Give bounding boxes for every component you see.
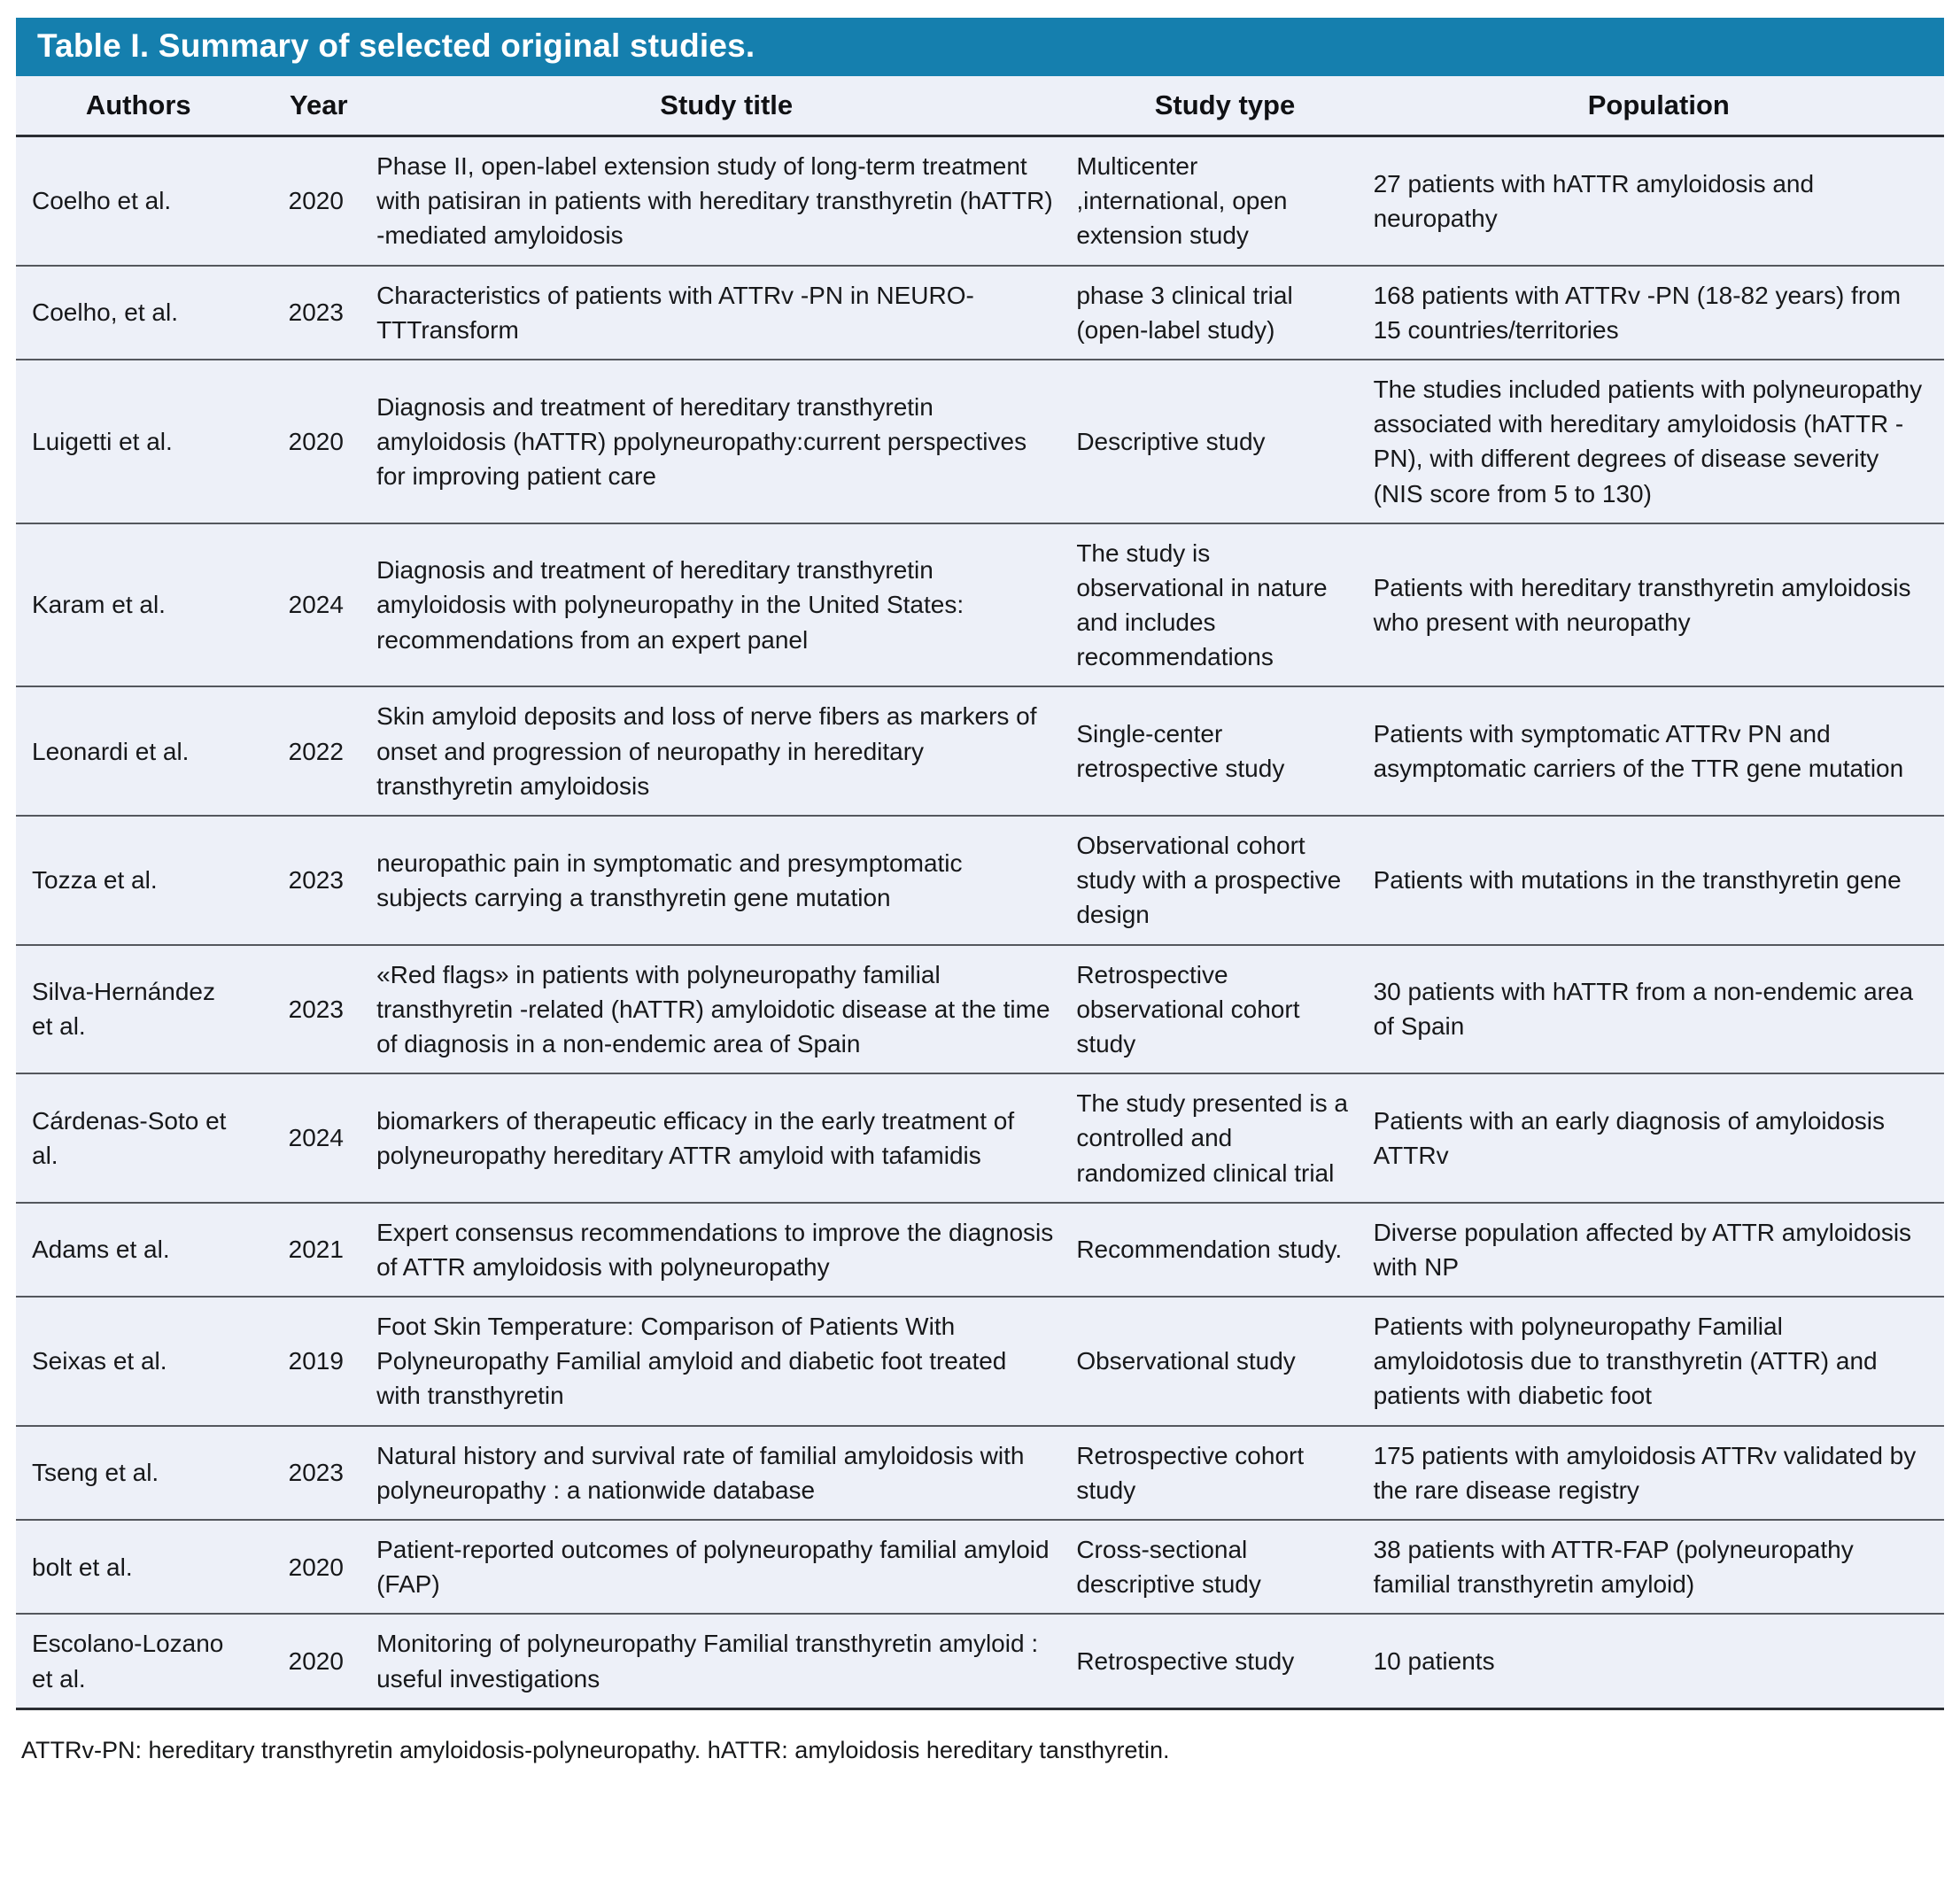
- study-type-cell: Retrospective study: [1076, 1614, 1374, 1710]
- authors-cell: Coelho et al.: [16, 136, 261, 267]
- year-cell: 2020: [260, 136, 377, 267]
- study-type-cell: Descriptive study: [1076, 359, 1374, 524]
- table-row: Coelho, et al. 2023 Characteristics of p…: [16, 265, 1944, 360]
- study-title-cell: neuropathic pain in symptomatic and pres…: [376, 816, 1077, 946]
- population-cell: 38 patients with ATTR-FAP (polyneuropath…: [1373, 1520, 1944, 1615]
- authors-cell: Cárdenas-Soto et al.: [16, 1073, 261, 1204]
- column-header-population: Population: [1373, 76, 1944, 137]
- table-row: bolt et al. 2020 Patient-reported outcom…: [16, 1520, 1944, 1615]
- table-row: Tseng et al. 2023 Natural history and su…: [16, 1425, 1944, 1522]
- table-row: Seixas et al. 2019 Foot Skin Temperature…: [16, 1297, 1944, 1427]
- year-cell: 2022: [260, 686, 377, 817]
- study-type-cell: Single-center retrospective study: [1076, 686, 1374, 817]
- table-header-row: Authors Year Study title Study type Popu…: [16, 76, 1944, 137]
- year-cell: 2024: [260, 523, 377, 688]
- population-cell: 175 patients with amyloidosis ATTRv vali…: [1373, 1425, 1944, 1522]
- table-row: Adams et al. 2021 Expert consensus recom…: [16, 1202, 1944, 1298]
- study-title-cell: Diagnosis and treatment of hereditary tr…: [376, 523, 1077, 688]
- authors-cell: Tseng et al.: [16, 1425, 261, 1522]
- year-cell: 2024: [260, 1073, 377, 1204]
- table-title: Table I. Summary of selected original st…: [16, 18, 1944, 76]
- population-cell: Patients with symptomatic ATTRv PN and a…: [1373, 686, 1944, 817]
- population-cell: 10 patients: [1373, 1614, 1944, 1710]
- year-cell: 2023: [260, 265, 377, 360]
- table-row: Coelho et al. 2020 Phase II, open-label …: [16, 136, 1944, 267]
- population-cell: Patients with an early diagnosis of amyl…: [1373, 1073, 1944, 1204]
- study-title-cell: Monitoring of polyneuropathy Familial tr…: [376, 1614, 1077, 1710]
- authors-cell: Adams et al.: [16, 1202, 261, 1298]
- year-cell: 2019: [260, 1297, 377, 1427]
- year-cell: 2020: [260, 359, 377, 524]
- study-title-cell: biomarkers of therapeutic efficacy in th…: [376, 1073, 1077, 1204]
- population-cell: 27 patients with hATTR amyloidosis and n…: [1373, 136, 1944, 267]
- table-figure: Table I. Summary of selected original st…: [16, 18, 1944, 1782]
- study-title-cell: Natural history and survival rate of fam…: [376, 1425, 1077, 1522]
- study-type-cell: Multicenter ,international, open extensi…: [1076, 136, 1374, 267]
- year-cell: 2023: [260, 944, 377, 1075]
- column-header-study-title: Study title: [376, 76, 1077, 137]
- authors-cell: Seixas et al.: [16, 1297, 261, 1427]
- population-cell: Patients with mutations in the transthyr…: [1373, 816, 1944, 946]
- study-type-cell: Observational cohort study with a prospe…: [1076, 816, 1374, 946]
- study-type-cell: phase 3 clinical trial (open-label study…: [1076, 265, 1374, 360]
- study-type-cell: The study is observational in nature and…: [1076, 523, 1374, 688]
- population-cell: 168 patients with ATTRv -PN (18-82 years…: [1373, 265, 1944, 360]
- year-cell: 2023: [260, 816, 377, 946]
- year-cell: 2020: [260, 1520, 377, 1615]
- study-title-cell: Skin amyloid deposits and loss of nerve …: [376, 686, 1077, 817]
- population-cell: Patients with hereditary transthyretin a…: [1373, 523, 1944, 688]
- table-row: Silva-Hernández et al. 2023 «Red flags» …: [16, 944, 1944, 1075]
- population-cell: Diverse population affected by ATTR amyl…: [1373, 1202, 1944, 1298]
- table-row: Karam et al. 2024 Diagnosis and treatmen…: [16, 523, 1944, 688]
- study-type-cell: Cross-sectional descriptive study: [1076, 1520, 1374, 1615]
- table-row: Luigetti et al. 2020 Diagnosis and treat…: [16, 359, 1944, 524]
- population-cell: Patients with polyneuropathy Familial am…: [1373, 1297, 1944, 1427]
- authors-cell: Silva-Hernández et al.: [16, 944, 261, 1075]
- column-header-authors: Authors: [16, 76, 261, 137]
- table-row: Cárdenas-Soto et al. 2024 biomarkers of …: [16, 1073, 1944, 1204]
- study-type-cell: The study presented is a controlled and …: [1076, 1073, 1374, 1204]
- study-title-cell: Foot Skin Temperature: Comparison of Pat…: [376, 1297, 1077, 1427]
- study-type-cell: Retrospective cohort study: [1076, 1425, 1374, 1522]
- population-cell: 30 patients with hATTR from a non-endemi…: [1373, 944, 1944, 1075]
- studies-table: Authors Year Study title Study type Popu…: [16, 76, 1944, 1710]
- authors-cell: Escolano-Lozano et al.: [16, 1614, 261, 1710]
- table-footnote: ATTRv-PN: hereditary transthyretin amylo…: [16, 1709, 1944, 1782]
- study-type-cell: Retrospective observational cohort study: [1076, 944, 1374, 1075]
- authors-cell: Leonardi et al.: [16, 686, 261, 817]
- authors-cell: Tozza et al.: [16, 816, 261, 946]
- year-cell: 2023: [260, 1425, 377, 1522]
- study-title-cell: Patient-reported outcomes of polyneuropa…: [376, 1520, 1077, 1615]
- table-row: Escolano-Lozano et al. 2020 Monitoring o…: [16, 1614, 1944, 1710]
- year-cell: 2020: [260, 1614, 377, 1710]
- authors-cell: Luigetti et al.: [16, 359, 261, 524]
- authors-cell: bolt et al.: [16, 1520, 261, 1615]
- study-title-cell: «Red flags» in patients with polyneuropa…: [376, 944, 1077, 1075]
- table-row: Leonardi et al. 2022 Skin amyloid deposi…: [16, 686, 1944, 817]
- study-type-cell: Observational study: [1076, 1297, 1374, 1427]
- table-row: Tozza et al. 2023 neuropathic pain in sy…: [16, 816, 1944, 946]
- column-header-year: Year: [260, 76, 377, 137]
- study-title-cell: Characteristics of patients with ATTRv -…: [376, 265, 1077, 360]
- authors-cell: Coelho, et al.: [16, 265, 261, 360]
- year-cell: 2021: [260, 1202, 377, 1298]
- study-type-cell: Recommendation study.: [1076, 1202, 1374, 1298]
- study-title-cell: Diagnosis and treatment of hereditary tr…: [376, 359, 1077, 524]
- study-title-cell: Phase II, open-label extension study of …: [376, 136, 1077, 267]
- population-cell: The studies included patients with polyn…: [1373, 359, 1944, 524]
- column-header-study-type: Study type: [1076, 76, 1374, 137]
- authors-cell: Karam et al.: [16, 523, 261, 688]
- study-title-cell: Expert consensus recommendations to impr…: [376, 1202, 1077, 1298]
